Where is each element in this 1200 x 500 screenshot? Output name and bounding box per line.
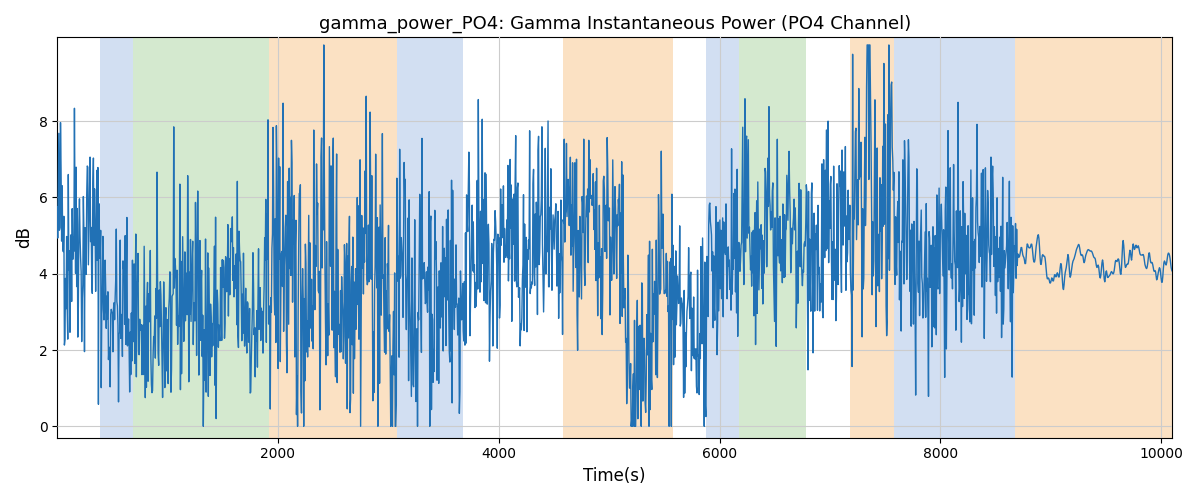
Bar: [563, 38, 673, 438]
Title: gamma_power_PO4: Gamma Instantaneous Power (PO4 Channel): gamma_power_PO4: Gamma Instantaneous Pow…: [318, 15, 911, 34]
Bar: [133, 38, 269, 438]
Bar: [850, 38, 894, 438]
Bar: [707, 38, 739, 438]
Y-axis label: dB: dB: [16, 226, 34, 248]
Bar: [269, 38, 397, 438]
X-axis label: Time(s): Time(s): [583, 467, 646, 485]
Bar: [894, 38, 1015, 438]
Bar: [1015, 38, 1183, 438]
Bar: [397, 38, 463, 438]
Bar: [101, 38, 133, 438]
Bar: [739, 38, 805, 438]
